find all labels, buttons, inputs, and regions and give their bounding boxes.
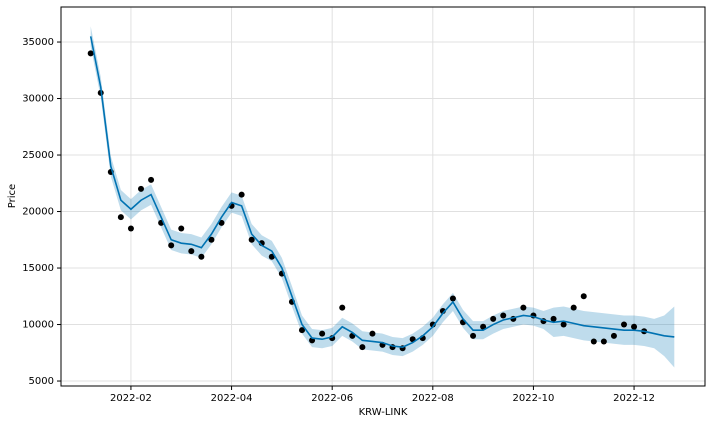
observed-point [238, 191, 245, 198]
observed-point [610, 332, 617, 339]
observed-point [87, 50, 94, 57]
y-axis-label: Price [7, 184, 18, 208]
y-tick-label: 10000 [22, 320, 54, 331]
observed-point [198, 253, 205, 260]
observed-point [550, 315, 557, 322]
observed-point [168, 242, 175, 249]
y-tick-label: 15000 [22, 263, 54, 274]
observed-point [127, 225, 134, 232]
x-tick-label: 2022-12 [613, 393, 655, 404]
observed-point [188, 248, 195, 255]
observed-point [248, 236, 255, 243]
observed-point [590, 338, 597, 345]
x-tick-label: 2022-10 [513, 393, 555, 404]
observed-point [580, 293, 587, 300]
observed-point [117, 214, 124, 221]
observed-point [620, 321, 627, 328]
plot-frame [60, 6, 706, 387]
observed-point [480, 323, 487, 330]
x-tick-label: 2022-06 [311, 393, 353, 404]
observed-point [319, 330, 326, 337]
y-tick-label: 30000 [22, 94, 54, 105]
observed-point [218, 219, 225, 226]
observed-point [449, 295, 456, 302]
observed-point [359, 344, 366, 351]
x-tick-label: 2022-04 [211, 393, 253, 404]
x-tick-label: 2022-02 [110, 393, 152, 404]
observed-point [631, 323, 638, 330]
observed-point [600, 338, 607, 345]
uncertainty-band [90, 26, 675, 368]
observed-point [500, 312, 507, 319]
observed-point [369, 330, 376, 337]
x-tick-label: 2022-08 [412, 393, 454, 404]
y-tick-label: 5000 [29, 376, 54, 387]
y-tick-label: 20000 [22, 207, 54, 218]
observed-point [268, 253, 275, 260]
observed-point [298, 327, 305, 334]
observed-point [148, 176, 155, 183]
y-tick-label: 25000 [22, 150, 54, 161]
observed-point [560, 321, 567, 328]
observed-point [208, 236, 215, 243]
observed-point [520, 304, 527, 311]
observed-point [339, 304, 346, 311]
observed-point [470, 332, 477, 339]
y-tick-label: 35000 [22, 37, 54, 48]
forecast-line [89, 36, 675, 348]
observed-point [490, 315, 497, 322]
x-axis-label: KRW-LINK [359, 407, 408, 418]
observed-point [137, 185, 144, 192]
observed-point [178, 225, 185, 232]
observed-point [570, 304, 577, 311]
